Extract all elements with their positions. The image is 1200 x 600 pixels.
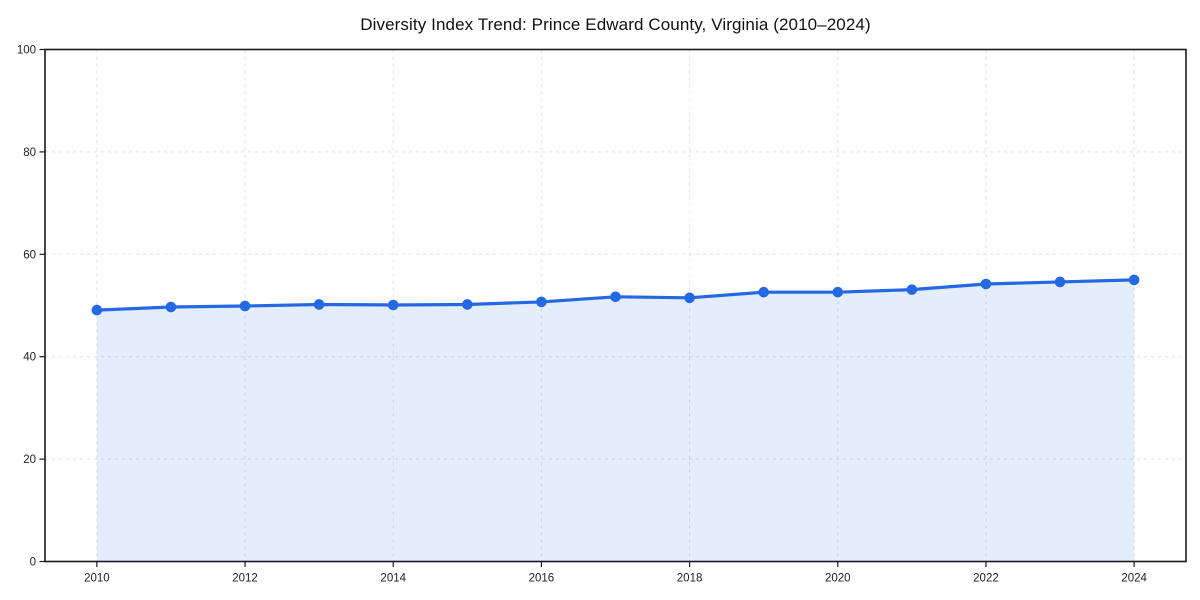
data-point	[313, 299, 325, 310]
y-tick-label: 20	[23, 454, 36, 466]
area-fill	[96, 279, 1135, 562]
data-point	[387, 299, 399, 311]
data-point	[980, 278, 992, 290]
data-point	[610, 291, 621, 303]
data-point	[165, 301, 177, 313]
data-point	[684, 292, 695, 304]
data-point	[462, 299, 473, 310]
x-tick-label: 2012	[232, 573, 258, 585]
data-point	[91, 304, 103, 316]
y-tick-label: 40	[23, 352, 36, 364]
x-tick-label: 2020	[825, 573, 851, 585]
data-point	[536, 296, 547, 308]
y-tick-label: 0	[30, 557, 36, 569]
plot-border	[44, 48, 1187, 563]
data-point	[758, 286, 769, 298]
data-point	[1054, 276, 1066, 288]
y-tick-label: 80	[23, 147, 36, 159]
chart-title: Diversity Index Trend: Prince Edward Cou…	[360, 15, 871, 34]
x-tick-label: 2024	[1121, 573, 1147, 585]
data-point	[832, 286, 844, 298]
x-tick-label: 2010	[84, 573, 110, 585]
x-tick-label: 2022	[973, 573, 999, 585]
data-point	[906, 284, 918, 295]
x-tick-label: 2014	[380, 573, 406, 585]
y-tick-label: 100	[17, 45, 36, 57]
data-point	[239, 300, 251, 312]
data-point	[1128, 274, 1140, 286]
x-tick-label: 2018	[677, 573, 703, 585]
x-tick-label: 2016	[529, 573, 555, 585]
y-tick-label: 60	[23, 249, 36, 261]
